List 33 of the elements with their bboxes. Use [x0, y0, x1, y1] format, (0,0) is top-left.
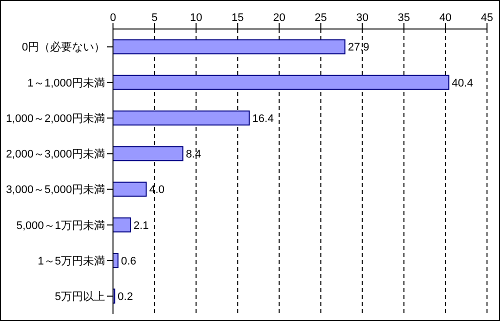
x-tick-label: 25 — [314, 12, 327, 24]
bar — [113, 110, 250, 126]
bar — [113, 39, 346, 54]
y-tick-label: 5,000～1万円未満 — [16, 218, 105, 232]
x-tick-label: 15 — [232, 12, 244, 24]
bar — [113, 217, 131, 232]
bar — [113, 252, 118, 268]
x-tick-label: 35 — [398, 12, 410, 24]
data-label: 4.0 — [149, 184, 165, 196]
bar — [113, 74, 450, 90]
bar — [113, 182, 147, 197]
y-tick-label: 3,000～5,000円未満 — [6, 183, 105, 196]
y-tick-label: 1～1,000円未満 — [27, 76, 105, 90]
y-tick-label: 1～5万円未満 — [38, 254, 105, 268]
x-tick-label: 5 — [151, 12, 158, 24]
x-tick-label: 0 — [110, 12, 116, 24]
y-tick-label: 2,000～3,000円未満 — [6, 148, 105, 161]
data-label: 16.4 — [252, 112, 274, 125]
y-tick-label: 1,000～2,000円未満 — [6, 112, 105, 125]
x-tick-label: 10 — [190, 12, 202, 24]
y-tick-label: 0円（必要ない） — [22, 40, 105, 54]
data-label: 0.6 — [120, 255, 136, 268]
x-tick-label: 40 — [439, 12, 452, 24]
data-label: 2.1 — [133, 220, 149, 232]
data-label: 27.9 — [348, 42, 370, 54]
x-tick-label: 30 — [356, 12, 368, 24]
data-label: 40.4 — [452, 77, 474, 90]
x-tick-label: 20 — [273, 12, 286, 24]
bar — [113, 146, 184, 162]
data-label: 0.2 — [118, 291, 133, 304]
y-tick-label: 5万円以上 — [54, 290, 105, 304]
x-tick-label: 45 — [480, 12, 494, 24]
data-label: 8.4 — [186, 148, 202, 161]
